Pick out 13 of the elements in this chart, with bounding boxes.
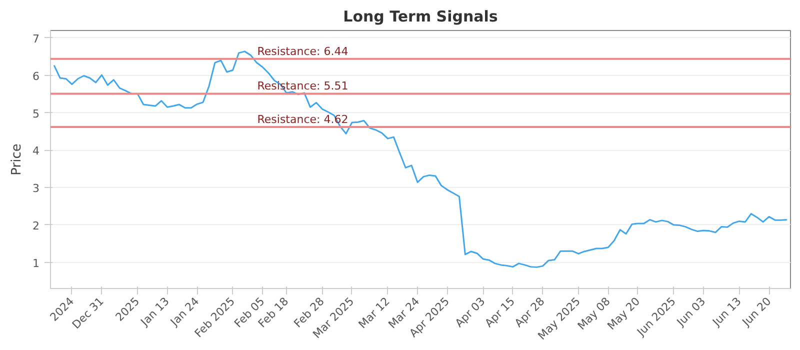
chart-title: Long Term Signals [343, 8, 498, 26]
y-tick-label: 6 [32, 70, 40, 83]
y-tick-label: 1 [32, 256, 40, 270]
y-tick-label: 7 [32, 32, 40, 46]
y-tick-label: 4 [32, 144, 40, 158]
x-tick-label: Jun 03 [674, 294, 708, 330]
ref-line-label: Resistance: 6.44 [257, 44, 348, 58]
y-axis-title: Price [10, 144, 24, 176]
x-tick-label: Jan 13 [138, 294, 172, 330]
y-tick-label: 2 [32, 219, 40, 232]
x-tick-label: Jun 20 [739, 294, 774, 330]
y-tick-label: 3 [32, 182, 40, 196]
y-tick-label: 5 [32, 107, 40, 120]
